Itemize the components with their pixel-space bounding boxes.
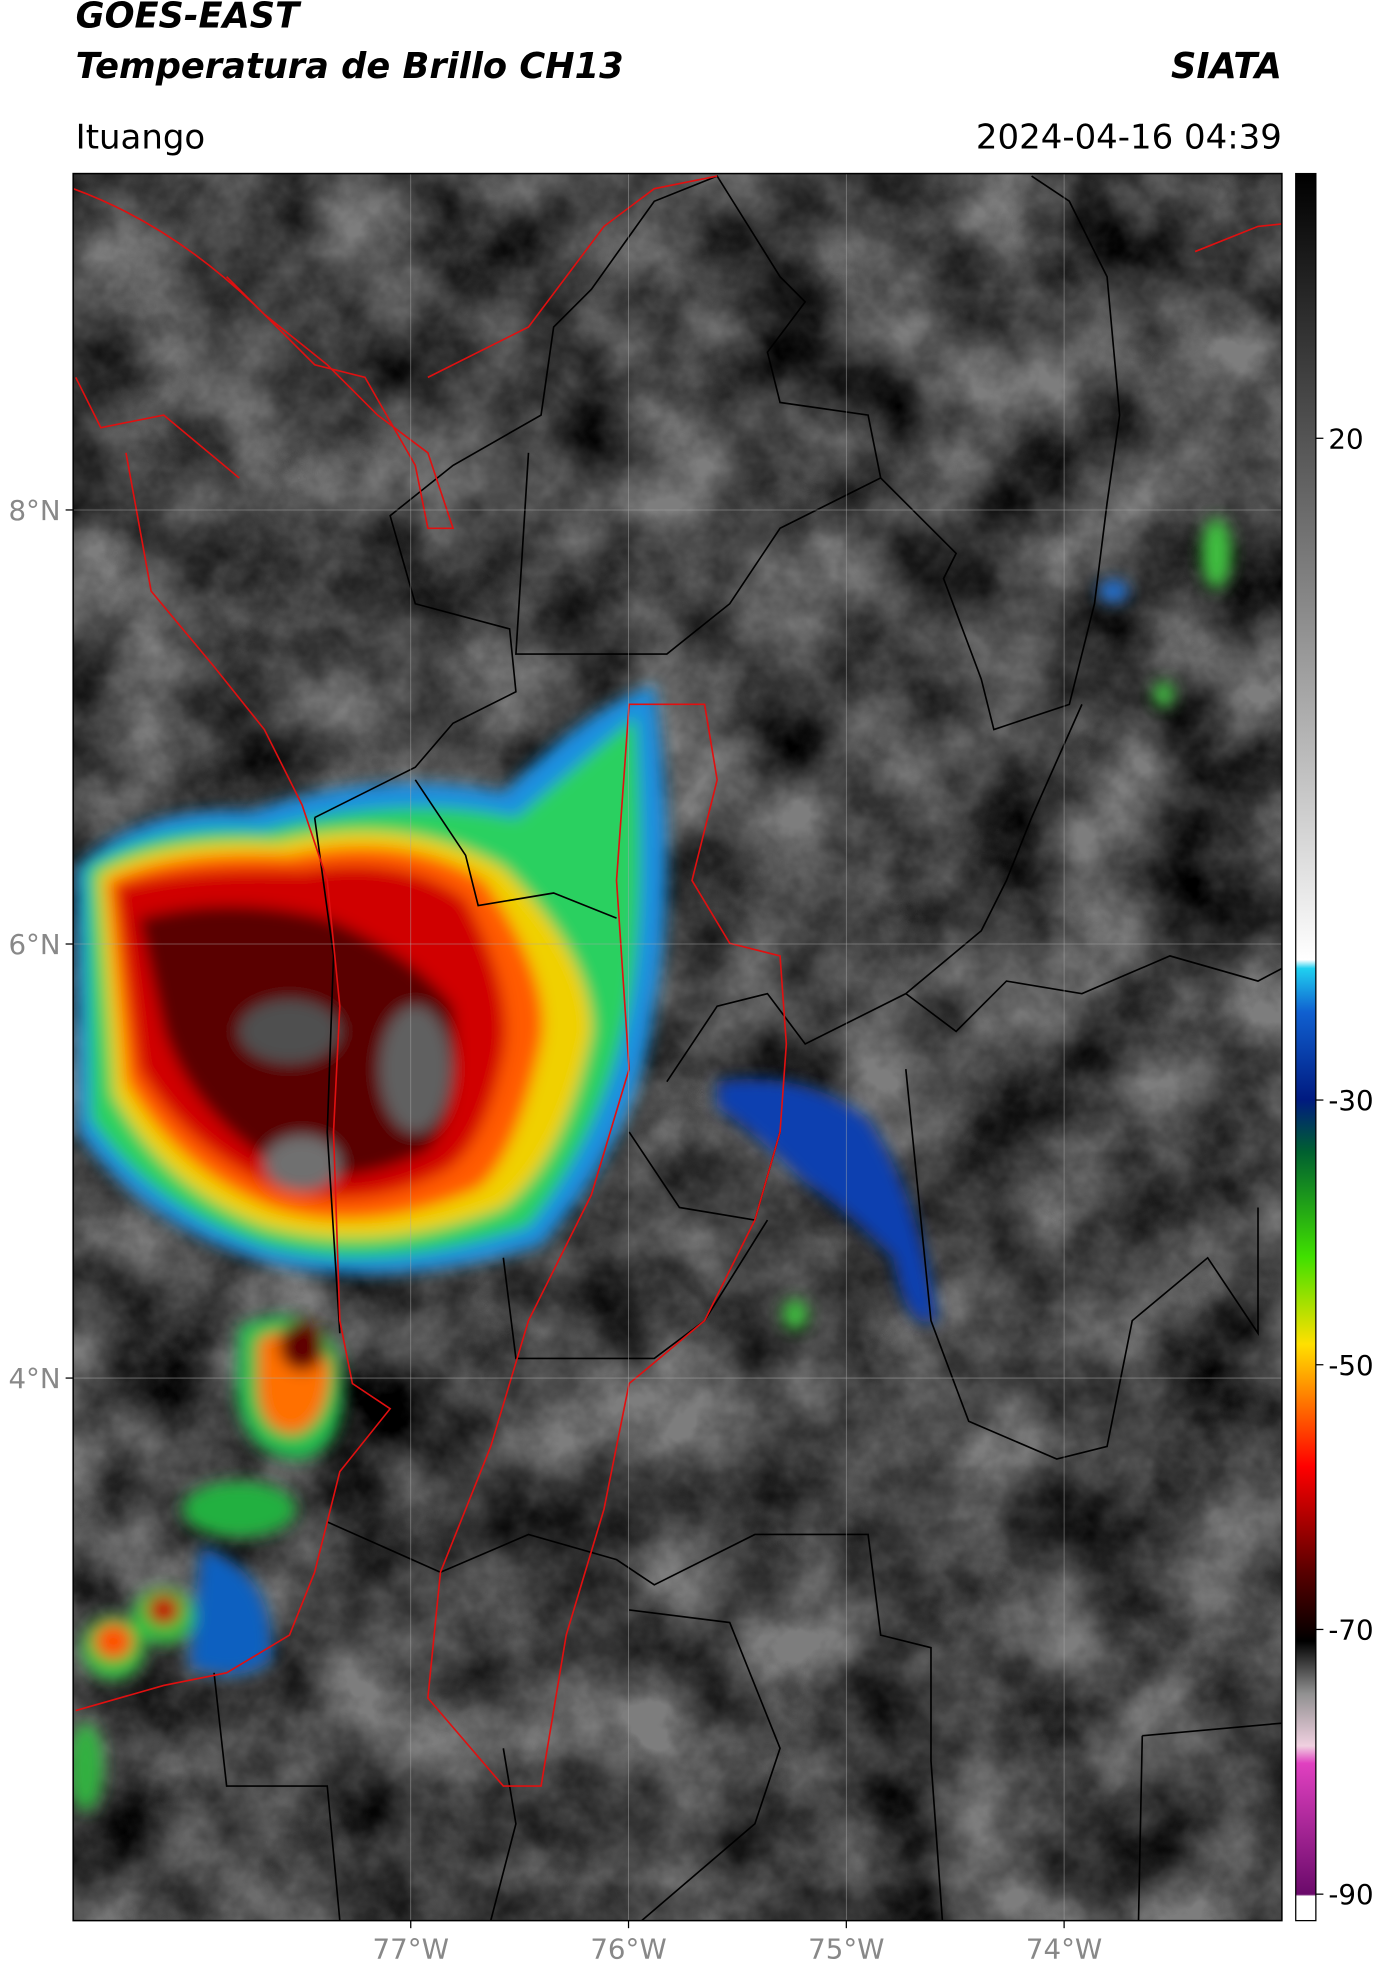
x-tick-label: 75°W <box>808 1932 884 1965</box>
subtitle: Temperatura de Brillo CH13 <box>76 46 624 87</box>
y-tick-label: 8°N <box>8 494 60 527</box>
y-tick-label: 4°N <box>8 1362 60 1395</box>
colorbar-tick-label: -90 <box>1328 1878 1373 1911</box>
map-frame <box>72 172 1283 1922</box>
colorbar-tick-label: 20 <box>1328 422 1363 455</box>
timestamp: 2024-04-16 04:39 <box>976 117 1282 157</box>
red-borders <box>73 175 1282 1787</box>
location: Ituango <box>76 117 206 157</box>
colorbar-tick-label: -70 <box>1328 1614 1373 1647</box>
colorbar-tick-label: -30 <box>1328 1084 1373 1117</box>
colorbar-tick-label: -50 <box>1328 1349 1373 1382</box>
y-tick-label: 6°N <box>8 928 60 961</box>
x-tick-label: 77°W <box>373 1932 449 1965</box>
x-tick-label: 74°W <box>1026 1932 1102 1965</box>
title: GOES-EAST <box>76 0 302 37</box>
x-tick-label: 76°W <box>590 1932 666 1965</box>
brand: SIATA <box>1171 46 1282 87</box>
colorbar <box>1295 172 1317 1922</box>
grid <box>73 173 1282 1921</box>
borders <box>213 175 1282 1921</box>
map-image <box>73 173 1282 1921</box>
